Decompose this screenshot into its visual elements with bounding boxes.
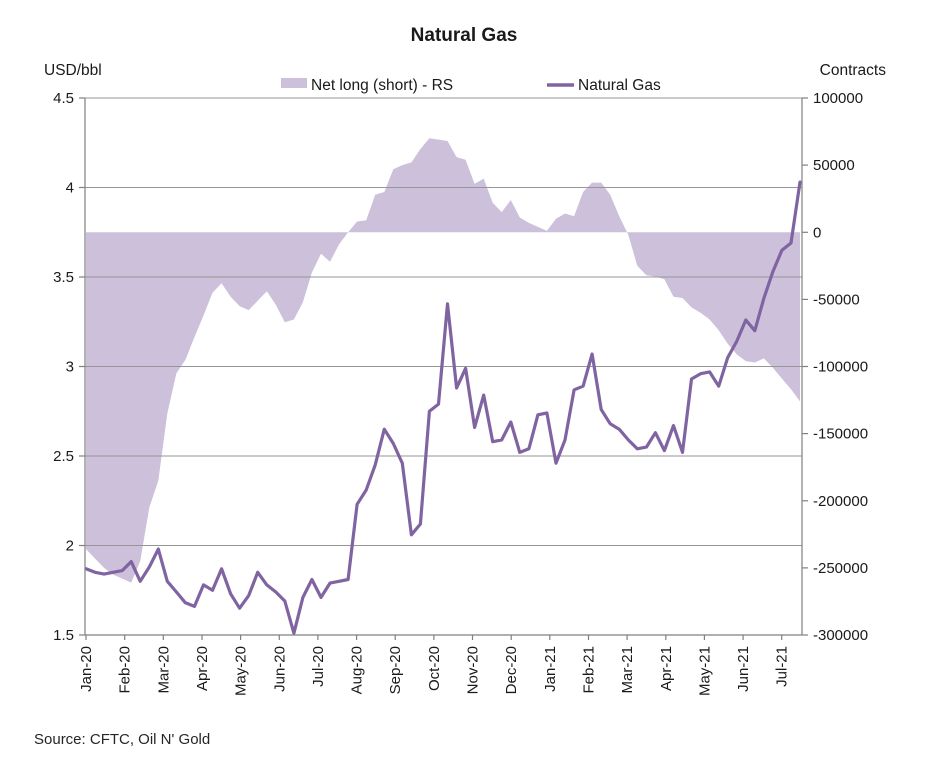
source-note: Source: CFTC, Oil N' Gold [34, 731, 210, 748]
x-tick-label: Jan-20 [78, 646, 95, 692]
x-axis-labels: Jan-20 Feb-20 Mar-20 Apr-20 May-20 Jun-20 Jul-… [78, 646, 791, 696]
x-tick-label: May-21 [696, 646, 713, 696]
y-left-tick-label: 2.5 [53, 448, 74, 465]
y-left-tick-label: 3.5 [53, 269, 74, 286]
y-right-tick-label: -200000 [813, 493, 868, 510]
y-left-tick-label: 4.5 [53, 90, 74, 107]
x-tick-label: Jun-21 [735, 646, 752, 692]
x-tick-label: Apr-20 [194, 646, 211, 691]
price-line-series [84, 180, 802, 635]
x-tick-label: Dec-20 [503, 646, 520, 694]
y-left-tick-label: 1.5 [53, 627, 74, 644]
x-tick-label: Jan-21 [542, 646, 559, 692]
chart-legend: Net long (short) - RS Natural Gas [281, 77, 661, 94]
x-tick-label: Sep-20 [387, 646, 404, 694]
y-right-tick-label: 50000 [813, 157, 855, 174]
y-right-tick-label: -150000 [813, 426, 868, 443]
y-right-tick-label: -300000 [813, 627, 868, 644]
x-tick-label: Jul-20 [310, 646, 327, 687]
y-right-tick-label: -250000 [813, 560, 868, 577]
x-tick-label: Jun-20 [271, 646, 288, 692]
x-tick-label: May-20 [233, 646, 250, 696]
right-axis-unit-label: Contracts [820, 62, 887, 79]
y-right-tick-label: 0 [813, 224, 821, 241]
net-position-area-series [86, 138, 800, 583]
gridlines-layer [85, 97, 802, 546]
legend-area-swatch [281, 78, 307, 88]
left-axis-unit-label: USD/bbl [44, 62, 102, 79]
legend-line-label: Natural Gas [578, 77, 661, 94]
area-shape [86, 138, 800, 583]
y-left-tick-label: 4 [66, 180, 74, 197]
x-tick-label: Aug-20 [349, 646, 366, 694]
chart-title: Natural Gas [411, 25, 518, 46]
y-right-tick-label: 100000 [813, 90, 863, 107]
x-tick-label: Nov-20 [465, 646, 482, 694]
x-tick-label: Mar-20 [155, 646, 172, 694]
legend-area-label: Net long (short) - RS [311, 77, 453, 94]
y-right-tick-label: -100000 [813, 359, 868, 376]
x-tick-label: Feb-21 [581, 646, 598, 694]
y-left-tick-label: 2 [66, 538, 74, 555]
x-tick-label: Jul-21 [774, 646, 791, 687]
y-left-tick-label: 3 [66, 359, 74, 376]
x-tick-label: Feb-20 [117, 646, 134, 694]
x-tick-label: Oct-20 [426, 646, 443, 691]
x-tick-label: Apr-21 [658, 646, 675, 691]
right-axis-labels: 100000 50000 0 -50000 -100000 -150000 -200000 -… [813, 90, 868, 644]
axes-layer [79, 97, 808, 640]
y-right-tick-label: -50000 [813, 291, 860, 308]
x-tick-label: Mar-21 [619, 646, 636, 694]
line-shape [84, 180, 802, 635]
left-axis-labels: 4.5 4 3.5 3 2.5 2 1.5 [53, 90, 74, 644]
